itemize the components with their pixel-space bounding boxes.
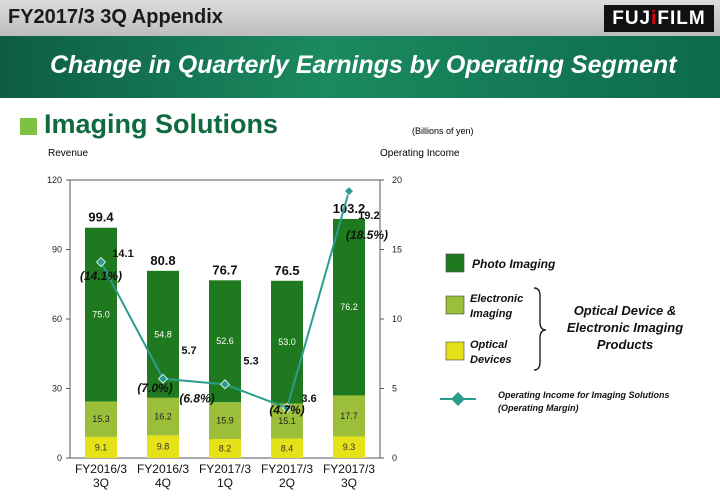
legend-swatch-photo [445, 253, 465, 273]
left-tick-label: 60 [52, 314, 62, 324]
legend-label-electronic: Imaging [470, 308, 512, 320]
headline: Change in Quarterly Earnings by Operatin… [50, 51, 677, 79]
legend-line-marker [451, 392, 465, 406]
segment-value-label: 75.0 [92, 310, 110, 320]
segment-value-label: 16.2 [154, 412, 172, 422]
page-title: FY2017/3 3Q Appendix [8, 6, 223, 28]
operating-income-marker [219, 379, 231, 390]
operating-margin-label: (14.1%) [80, 269, 122, 283]
legend-group-label: Electronic Imaging [567, 320, 683, 335]
category-label-quarter: 3Q [341, 476, 357, 490]
bar-segment-optical [147, 435, 179, 458]
bar-segment-optical [85, 436, 117, 458]
segment-value-label: 54.8 [154, 329, 172, 339]
legend-label-optical: Optical [470, 339, 508, 351]
segment-value-label: 76.2 [340, 302, 358, 312]
category-label-year: FY2017/3 [199, 462, 251, 476]
operating-income-label: 14.1 [112, 248, 133, 260]
legend-brace [533, 287, 547, 371]
operating-margin-label: (6.8%) [179, 391, 214, 405]
unit-note: (Billions of yen) [412, 126, 474, 136]
bar-segment-electronic [85, 401, 117, 437]
segment-value-label: 53.0 [278, 337, 296, 347]
operating-income-marker [281, 402, 293, 414]
operating-margin-label: (18.5%) [346, 228, 388, 242]
segment-value-label: 52.6 [216, 336, 234, 346]
headline-banner: Change in Quarterly Earnings by Operatin… [0, 36, 720, 98]
bar-total-label: 76.7 [212, 262, 237, 277]
segment-value-label: 15.3 [92, 414, 110, 424]
operating-income-marker [95, 256, 107, 268]
legend-label-optical: Devices [470, 354, 512, 366]
segment-value-label: 8.2 [219, 444, 232, 454]
fujifilm-logo: FUJiFILM [604, 5, 714, 32]
bar-segment-electronic [209, 402, 241, 440]
operating-margin-label: (7.0%) [137, 381, 172, 395]
left-tick-label: 30 [52, 384, 62, 394]
right-tick-label: 15 [392, 245, 402, 255]
category-label-quarter: 1Q [217, 476, 233, 490]
operating-income-marker [157, 373, 169, 384]
operating-income-label: 5.7 [181, 345, 196, 357]
category-label-quarter: 2Q [279, 476, 295, 490]
bar-segment-photo [333, 218, 365, 396]
operating-income-marker [343, 186, 355, 197]
right-tick-label: 5 [392, 384, 397, 394]
bar-segment-optical [271, 438, 303, 458]
legend-line-label: Operating Income for Imaging Solutions [498, 390, 670, 400]
segment-value-label: 15.1 [278, 416, 296, 426]
legend-group-label: Optical Device & [574, 303, 677, 318]
segment-value-label: 17.7 [340, 411, 358, 421]
bar-total-label: 99.4 [88, 210, 114, 225]
top-bar: FY2017/3 3Q Appendix FUJiFILM [0, 0, 720, 36]
bar-segment-optical [209, 439, 241, 458]
segment-value-label: 8.4 [281, 443, 294, 453]
category-label-year: FY2016/3 [75, 462, 127, 476]
bar-total-label: 103.2 [333, 201, 366, 216]
legend-label-photo: Photo Imaging [472, 257, 556, 271]
legend-swatch-optical [445, 341, 465, 361]
segment-value-label: 9.3 [343, 442, 356, 452]
legend-label-electronic: Electronic [470, 293, 523, 305]
category-label-year: FY2017/3 [261, 462, 313, 476]
bar-segment-electronic [333, 395, 365, 437]
right-tick-label: 0 [392, 453, 397, 463]
right-tick-label: 10 [392, 314, 402, 324]
category-label-quarter: 3Q [93, 476, 109, 490]
segment-value-label: 15.9 [216, 416, 234, 426]
category-label-quarter: 4Q [155, 476, 171, 490]
section-marker [20, 118, 37, 135]
bar-total-label: 76.5 [274, 263, 299, 278]
operating-income-label: 5.3 [243, 355, 258, 367]
right-axis-label: Operating Income [380, 148, 460, 159]
left-axis-label: Revenue [48, 148, 89, 159]
right-tick-label: 20 [392, 175, 402, 185]
operating-margin-label: (4.7%) [269, 403, 304, 417]
section-title: Imaging Solutions [44, 109, 278, 139]
operating-income-label: 3.6 [301, 393, 316, 405]
bar-segment-photo [85, 227, 117, 402]
bar-total-label: 80.8 [150, 253, 175, 268]
operating-income-label: 19.2 [358, 210, 379, 222]
legend-group-label: Products [597, 337, 653, 352]
left-tick-label: 0 [57, 453, 62, 463]
legend-swatch-electronic [445, 295, 465, 315]
category-label-year: FY2017/3 [323, 462, 375, 476]
left-tick-label: 120 [47, 175, 62, 185]
segment-value-label: 9.1 [95, 442, 108, 452]
bar-segment-electronic [147, 397, 179, 436]
legend-line-label: (Operating Margin) [498, 403, 579, 413]
segment-value-label: 9.8 [157, 442, 170, 452]
left-tick-label: 90 [52, 245, 62, 255]
bar-segment-photo [271, 280, 303, 404]
bar-segment-optical [333, 436, 365, 458]
category-label-year: FY2016/3 [137, 462, 189, 476]
